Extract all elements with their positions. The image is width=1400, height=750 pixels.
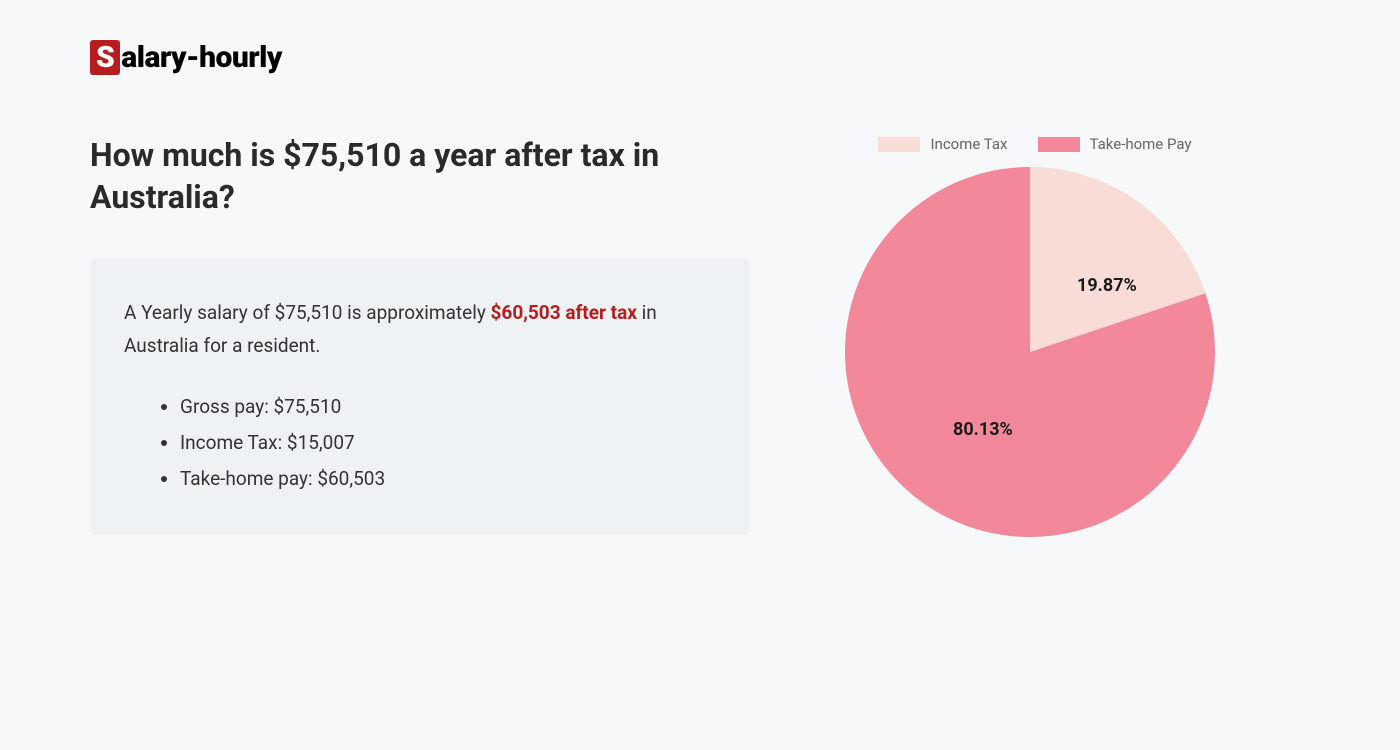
page-heading: How much is $75,510 a year after tax in … [90,135,750,218]
list-item-takehome: Take-home pay: $60,503 [180,461,716,497]
list-item-gross: Gross pay: $75,510 [180,389,716,425]
chart-panel: Income Tax Take-home Pay 19.87% 80.13% [810,135,1250,537]
legend-item-income-tax: Income Tax [878,135,1007,153]
logo-text: alary-hourly [121,40,282,75]
summary-pre: A Yearly salary of $75,510 is approximat… [124,301,491,324]
summary-highlight: $60,503 after tax [491,301,637,324]
summary-sentence: A Yearly salary of $75,510 is approximat… [124,296,716,363]
list-item-tax: Income Tax: $15,007 [180,425,716,461]
pie-slice-label-income-tax: 19.87% [1077,275,1137,296]
legend-label-income-tax: Income Tax [930,135,1007,153]
legend-swatch-takehome [1038,137,1080,152]
legend-swatch-income-tax [878,137,920,152]
pie-slice-label-takehome: 80.13% [953,419,1013,440]
legend-label-takehome: Take-home Pay [1090,135,1192,153]
pie-chart: 19.87% 80.13% [845,167,1215,537]
chart-legend: Income Tax Take-home Pay [810,135,1250,153]
breakdown-list: Gross pay: $75,510 Income Tax: $15,007 T… [124,389,716,497]
logo-s-box: S [90,40,120,75]
legend-item-takehome: Take-home Pay [1038,135,1192,153]
text-panel: How much is $75,510 a year after tax in … [90,135,750,537]
pie-svg [845,167,1215,537]
site-logo: Salary-hourly [90,40,1310,75]
summary-box: A Yearly salary of $75,510 is approximat… [90,258,750,535]
